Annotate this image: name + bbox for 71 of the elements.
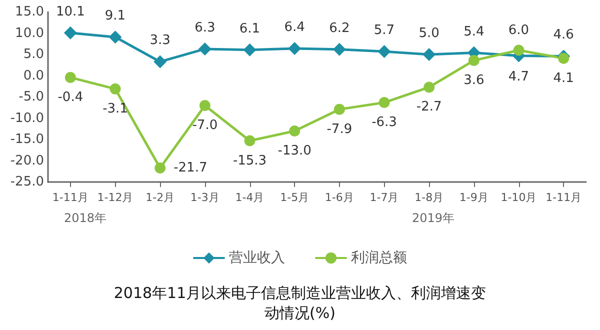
x-tick-label: 1-7月 [370, 191, 399, 204]
point [64, 26, 77, 40]
text: 2019年 [412, 211, 455, 225]
data-label: 5.4 [464, 24, 484, 40]
point [378, 97, 390, 108]
point [154, 55, 167, 68]
data-label: -6.3 [372, 115, 397, 130]
y-tick-label: 15.0 [15, 4, 44, 20]
point [198, 42, 212, 56]
x-tick-label: 1-11月 [546, 191, 582, 204]
point [108, 30, 122, 44]
point [558, 52, 570, 64]
point [244, 135, 256, 146]
x-tick-label: 1-12月 [97, 191, 134, 204]
point [289, 126, 300, 136]
data-label: -3.1 [102, 101, 128, 116]
x-tick-label: 1-10月 [500, 191, 537, 204]
data-label: 6.3 [194, 20, 216, 36]
data-label: 9.1 [104, 8, 126, 24]
x-tick-label: 1-9月 [459, 191, 488, 204]
y-tick-label: -25.0 [10, 174, 44, 190]
x-tick-label: 1-4月 [235, 191, 264, 204]
x-tick-label: 1-3月 [190, 191, 220, 204]
point [199, 100, 210, 111]
data-label: 4.6 [553, 28, 574, 43]
point [334, 104, 345, 115]
point [468, 54, 480, 66]
point [332, 42, 346, 56]
y-tick-label: 5.0 [23, 47, 44, 62]
text: 2018年11月以来电子信息制造业营业收入、利润增速变动情况(%) [114, 284, 486, 322]
data-label: -7.0 [192, 118, 218, 133]
point [288, 42, 302, 56]
y-tick-label: -20.0 [10, 153, 44, 168]
data-label: -7.9 [326, 122, 352, 137]
data-label: 3.6 [464, 72, 484, 88]
y-tick-label: 0.0 [23, 68, 44, 84]
data-label: -0.4 [58, 90, 84, 105]
point [243, 43, 256, 56]
point [424, 82, 435, 93]
point [110, 83, 121, 94]
data-label: -13.0 [278, 144, 312, 158]
data-label: 3.3 [150, 33, 170, 48]
y-tick-label: -5.0 [18, 90, 44, 104]
data-label: -2.7 [416, 100, 442, 115]
y-tick-label: 10.0 [15, 26, 44, 41]
data-label: 4.7 [508, 69, 530, 84]
legend-label: 利润总额 [351, 250, 407, 266]
x-tick-label: 1-5月 [280, 191, 310, 204]
x-tick-label: 1-8月 [414, 191, 444, 204]
point [378, 45, 391, 58]
legend-label: 营业收入 [229, 250, 285, 266]
data-label: 5.0 [418, 26, 440, 41]
point [513, 44, 524, 56]
data-label: 10.1 [56, 4, 85, 20]
y-tick-label: -10.0 [10, 110, 44, 126]
text: 2018年 [64, 211, 107, 225]
data-label: -15.3 [232, 153, 267, 168]
x-tick-label: 1-6月 [324, 191, 354, 204]
point [64, 72, 76, 83]
point [422, 48, 436, 61]
data-label: 6.4 [284, 20, 305, 36]
data-label: 4.1 [553, 70, 574, 86]
x-tick-label: 1-11月 [52, 191, 88, 204]
data-label: 6.1 [239, 21, 260, 36]
data-label: -21.7 [174, 160, 208, 176]
x-tick-label: 1-2月 [146, 191, 175, 204]
y-tick-label: -15.0 [10, 132, 44, 147]
point [154, 162, 166, 174]
data-label: 5.7 [374, 23, 395, 38]
data-label: 6.0 [508, 22, 530, 38]
data-label: 6.2 [329, 20, 350, 36]
